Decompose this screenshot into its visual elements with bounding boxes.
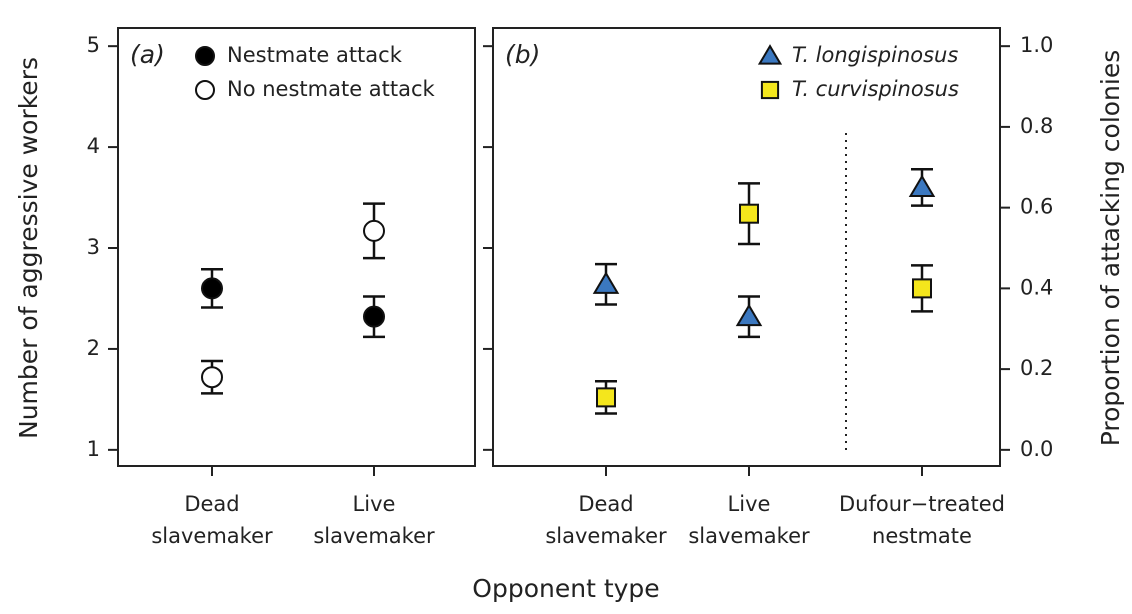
legend-marker	[195, 46, 215, 66]
plot-frame	[492, 27, 1001, 467]
y2-axis-label: Proportion of attacking colonies	[1096, 50, 1125, 447]
legend-marker	[760, 80, 780, 100]
x-tick-label: nestmate	[872, 524, 972, 548]
x-tick-label: Dead	[184, 492, 239, 516]
point	[201, 366, 223, 389]
y2-tick-label: 0.6	[1020, 195, 1053, 219]
y-tick-label: 4	[87, 134, 100, 158]
x-axis-label: Opponent type	[472, 574, 659, 603]
point	[363, 219, 385, 242]
point	[201, 277, 223, 300]
y-tick-label: 1	[87, 437, 100, 461]
y2-tick-label: 0.8	[1020, 114, 1053, 138]
point	[596, 387, 616, 408]
legend-marker	[757, 44, 783, 65]
point	[363, 305, 385, 328]
y-tick-label: 5	[87, 33, 100, 57]
x-tick-label: slavemaker	[313, 524, 435, 548]
point	[592, 271, 620, 294]
x-tick-label: Dufour−treated	[839, 492, 1005, 516]
legend-label: T. longispinosus	[792, 43, 958, 67]
x-tick-label: Dead	[578, 492, 633, 516]
legend-marker	[195, 80, 215, 100]
y-tick-label: 2	[87, 336, 100, 360]
y2-tick-label: 0.2	[1020, 356, 1053, 380]
y-tick-label: 3	[87, 235, 100, 259]
point	[735, 303, 763, 327]
legend-label: T. curvispinosus	[792, 77, 959, 101]
y2-tick-label: 1.0	[1020, 33, 1053, 57]
plot-frame	[117, 27, 476, 467]
y-axis-label: Number of aggressive workers	[14, 57, 43, 439]
point	[912, 278, 932, 299]
y2-tick-label: 0.4	[1020, 275, 1053, 299]
point	[739, 203, 759, 224]
x-tick-label: Live	[728, 492, 771, 516]
x-tick-label: slavemaker	[688, 524, 810, 548]
y2-tick-label: 0.0	[1020, 437, 1053, 461]
x-tick-label: Live	[353, 492, 396, 516]
legend-label: No nestmate attack	[227, 77, 436, 101]
legend-label: Nestmate attack	[227, 43, 403, 67]
x-tick-label: slavemaker	[151, 524, 273, 548]
x-tick-label: slavemaker	[545, 524, 667, 548]
panel-label: (a)	[130, 40, 165, 69]
point	[908, 174, 936, 197]
panel-label: (b)	[505, 40, 540, 69]
